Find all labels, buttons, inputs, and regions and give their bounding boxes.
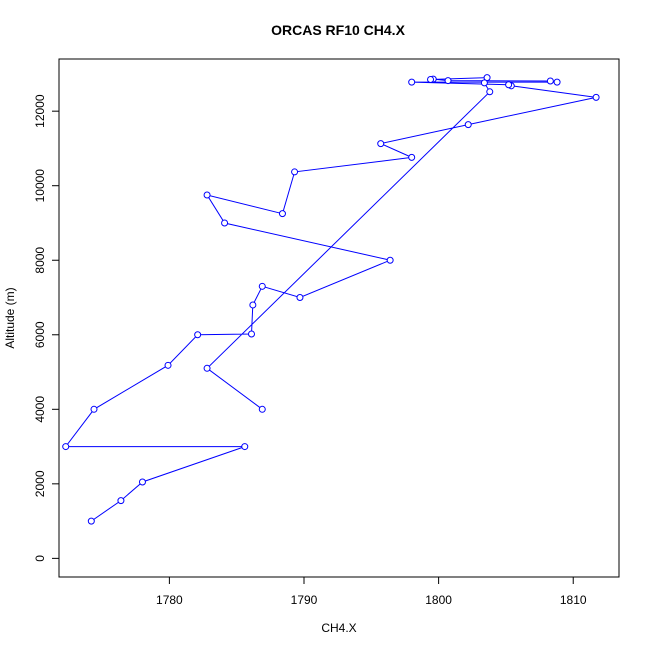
data-point	[258, 405, 266, 413]
data-point	[221, 219, 229, 227]
data-point	[553, 78, 561, 86]
data-point	[592, 93, 600, 101]
data-point	[248, 330, 255, 338]
x-tick-label: 1790	[291, 593, 318, 607]
x-axis-label: CH4.X	[321, 621, 356, 635]
data-point	[377, 140, 385, 148]
y-tick-label: 12000	[33, 94, 47, 128]
chart-title: ORCAS RF10 CH4.X	[271, 22, 405, 38]
data-point	[546, 77, 554, 85]
y-tick-label: 0	[33, 555, 47, 562]
y-tick-label: 6000	[33, 321, 47, 348]
series-layer	[62, 74, 600, 525]
data-point	[408, 78, 416, 86]
data-point	[87, 517, 95, 525]
data-point	[291, 168, 299, 176]
data-point	[203, 364, 211, 372]
plot-frame	[58, 58, 620, 578]
data-point	[427, 75, 435, 83]
data-point	[464, 121, 472, 129]
data-point	[258, 282, 266, 290]
data-point	[90, 405, 98, 413]
y-tick-label: 4000	[33, 396, 47, 423]
data-point	[408, 153, 416, 161]
data-point	[278, 210, 286, 218]
y-tick-label: 10000	[33, 169, 47, 203]
data-point	[164, 361, 172, 369]
data-point	[203, 191, 211, 199]
data-point	[138, 478, 146, 486]
data-point	[249, 301, 257, 309]
y-tick-label: 2000	[33, 470, 47, 497]
x-tick-label: 1800	[425, 593, 452, 607]
x-axis: 1780 1790 1800 1810	[156, 576, 587, 607]
x-tick-label: 1810	[560, 593, 587, 607]
x-tick-label: 1780	[156, 593, 183, 607]
data-point	[444, 77, 452, 85]
series-line	[64, 77, 597, 522]
data-point	[62, 443, 70, 451]
data-point	[117, 497, 125, 505]
data-point	[386, 256, 394, 264]
y-axis-label: Altitude (m)	[3, 287, 17, 348]
data-point	[505, 81, 513, 89]
data-point	[194, 331, 202, 339]
y-tick-label: 8000	[33, 247, 47, 274]
data-point	[241, 443, 249, 451]
data-point	[296, 294, 304, 302]
data-point	[486, 88, 494, 96]
y-axis: 0 2000 4000 6000 8000 10000 12000	[33, 94, 60, 562]
data-point	[480, 79, 488, 87]
